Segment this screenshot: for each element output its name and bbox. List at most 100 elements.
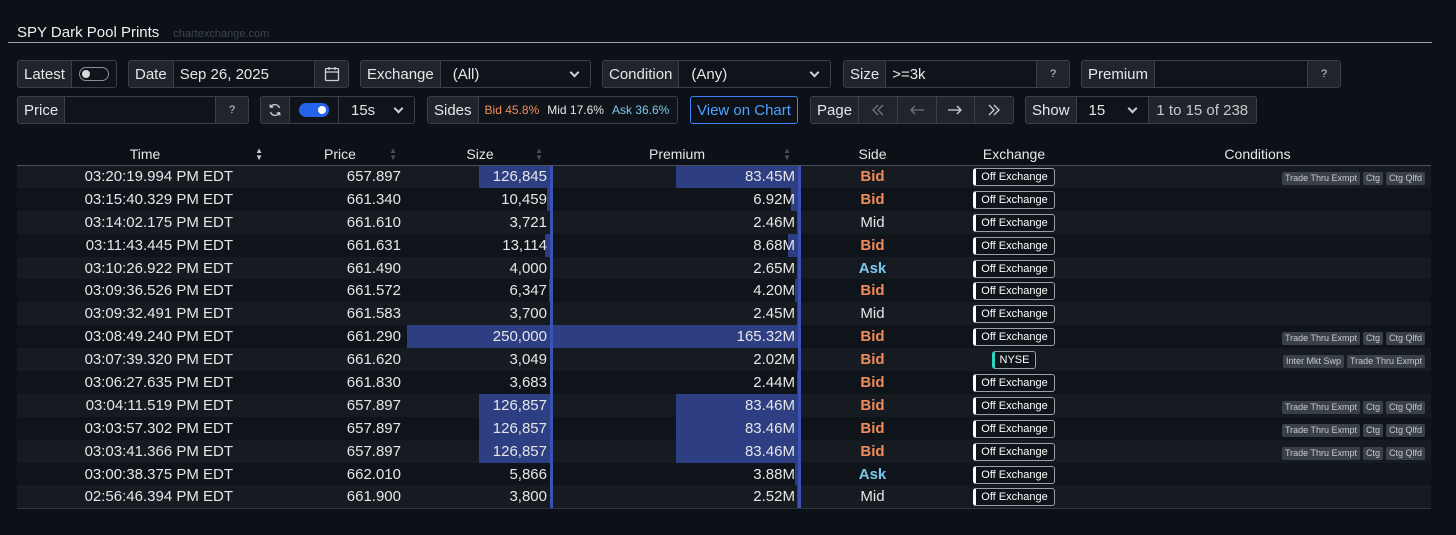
table-row[interactable]: 03:10:26.922 PM EDT 661.490 4,000 2.65M Ask O… (17, 256, 1431, 280)
col-header-time[interactable]: Time ▲ ▼ (17, 144, 273, 166)
cell-price: 661.572 (273, 279, 407, 303)
cell-size: 126,857 (407, 416, 553, 440)
cell-conditions (1084, 256, 1431, 280)
condition-select[interactable]: (Any) (679, 61, 830, 87)
size-bar (478, 393, 553, 417)
next-page-button[interactable] (936, 97, 976, 123)
table-row[interactable]: 03:20:19.994 PM EDT 657.897 126,845 83.45M B… (17, 165, 1431, 188)
cell-side: Bid (801, 233, 944, 257)
premium-bar (675, 416, 801, 440)
cell-price: 661.340 (273, 187, 407, 211)
table-row[interactable]: 03:09:36.526 PM EDT 661.572 6,347 4.20M Bid O… (17, 279, 1431, 303)
price-input[interactable] (65, 97, 216, 123)
exchange-badge: Off Exchange (973, 305, 1055, 324)
exchange-badge: Off Exchange (973, 442, 1055, 461)
size-label: Size (844, 61, 887, 87)
table-row[interactable]: 03:14:02.175 PM EDT 661.610 3,721 2.46M Mid O… (17, 210, 1431, 234)
condition-badge: Trade Thru Exmpt (1346, 355, 1425, 369)
result-range: 1 to 15 of 238 (1148, 97, 1256, 123)
calendar-button[interactable] (315, 61, 348, 87)
table-row[interactable]: 03:00:38.375 PM EDT 662.010 5,866 3.88M Ask O… (17, 462, 1431, 486)
price-help-button[interactable]: ? (216, 97, 248, 123)
table-row[interactable]: 03:03:41.366 PM EDT 657.897 126,857 83.46M B… (17, 439, 1431, 463)
exchange-badge: Off Exchange (973, 328, 1055, 347)
cell-premium: 165.32M (553, 325, 801, 349)
refresh-button[interactable] (261, 97, 290, 123)
table-row[interactable]: 03:11:43.445 PM EDT 661.631 13,114 8.68M Bid… (17, 233, 1431, 257)
double-chevron-left-icon (871, 104, 884, 116)
first-page-button[interactable] (859, 97, 898, 123)
exchange-badge: Off Exchange (973, 465, 1055, 484)
cell-price: 662.010 (273, 462, 407, 486)
page-size-select[interactable]: 15 (1076, 97, 1149, 123)
size-bar (550, 485, 553, 508)
col-header-price[interactable]: Price ▲ ▼ (273, 144, 407, 166)
premium-bar (794, 279, 801, 303)
cell-exchange: Off Exchange (944, 393, 1084, 417)
premium-help-button[interactable]: ? (1308, 61, 1340, 87)
cell-time: 03:20:19.994 PM EDT (17, 165, 273, 188)
size-bar (550, 302, 553, 326)
exchange-badge: Off Exchange (973, 282, 1055, 301)
exchange-badge: Off Exchange (973, 396, 1055, 415)
exchange-select[interactable]: (All) (440, 61, 590, 87)
col-header-conditions[interactable]: Conditions (1084, 144, 1431, 166)
condition-label: Condition (603, 61, 680, 87)
exchange-badge: NYSE (991, 351, 1037, 370)
premium-bar (797, 485, 801, 508)
cell-conditions: Trade Thru Exmpt Ctg Ctg Qlfd (1084, 416, 1431, 440)
cell-conditions: Trade Thru Exmpt Ctg Ctg Qlfd (1084, 165, 1431, 188)
prev-page-button[interactable] (897, 97, 937, 123)
condition-badge: Ctg Qlfd (1385, 172, 1425, 186)
premium-input[interactable] (1155, 61, 1308, 87)
cell-time: 03:06:27.635 PM EDT (17, 371, 273, 394)
size-help-button[interactable]: ? (1037, 61, 1069, 87)
col-header-side[interactable]: Side (801, 144, 944, 166)
cell-exchange: Off Exchange (944, 325, 1084, 349)
price-filter-group: Price ? (17, 96, 249, 124)
table-row[interactable]: 02:56:46.394 PM EDT 661.900 3,800 2.52M Mid O… (17, 485, 1431, 509)
refresh-interval-select[interactable]: 15s (339, 97, 414, 123)
auto-refresh-toggle-wrap[interactable] (290, 97, 339, 123)
cell-size: 5,866 (407, 462, 553, 486)
auto-refresh-toggle[interactable] (299, 103, 329, 117)
table-row[interactable]: 03:06:27.635 PM EDT 661.830 3,683 2.44M Bid O… (17, 371, 1431, 394)
col-header-premium[interactable]: Premium ▲ ▼ (553, 144, 801, 166)
latest-toggle[interactable] (78, 67, 109, 81)
col-header-exchange[interactable]: Exchange (944, 144, 1084, 166)
cell-conditions: Trade Thru Exmpt Ctg Ctg Qlfd (1084, 393, 1431, 417)
col-header-size[interactable]: Size ▲ ▼ (407, 144, 553, 166)
table-row[interactable]: 03:15:40.329 PM EDT 661.340 10,459 6.92M Bid… (17, 187, 1431, 211)
table-row[interactable]: 03:09:32.491 PM EDT 661.583 3,700 2.45M Mid O… (17, 302, 1431, 326)
cell-size: 3,800 (407, 485, 553, 509)
premium-bar (675, 439, 801, 463)
condition-badge: Ctg Qlfd (1385, 400, 1425, 414)
view-on-chart-button[interactable]: View on Chart (690, 96, 798, 124)
cell-price: 661.631 (273, 233, 407, 257)
sort-icon: ▲ ▼ (389, 146, 397, 162)
cell-side: Bid (801, 439, 944, 463)
cell-size: 3,049 (407, 348, 553, 372)
cell-conditions (1084, 187, 1431, 211)
last-page-button[interactable] (975, 97, 1013, 123)
date-input[interactable]: Sep 26, 2025 (173, 61, 315, 87)
size-input[interactable]: >=3k (886, 61, 1037, 87)
source-watermark: chartexchange.com (173, 28, 270, 40)
sides-breakdown: Bid 45.8% Mid 17.6% Ask 36.6% (478, 97, 677, 123)
cell-exchange: Off Exchange (944, 439, 1084, 463)
condition-select-value: (Any) (691, 65, 728, 83)
table-row[interactable]: 03:03:57.302 PM EDT 657.897 126,857 83.46M B… (17, 416, 1431, 440)
table-row[interactable]: 03:07:39.320 PM EDT 661.620 3,049 2.02M Bid N… (17, 348, 1431, 372)
latest-toggle-wrap[interactable] (71, 61, 116, 87)
table-row[interactable]: 03:04:11.519 PM EDT 657.897 126,857 83.46M B… (17, 393, 1431, 417)
arrow-left-icon (909, 105, 924, 115)
exchange-badge: Off Exchange (973, 373, 1055, 392)
table-header-row: Time ▲ ▼ Price ▲ ▼ Size ▲ ▼ Premium ▲ ▼ Side Exc… (17, 144, 1431, 166)
cell-exchange: Off Exchange (944, 256, 1084, 280)
premium-bar (797, 256, 801, 280)
table-row[interactable]: 03:08:49.240 PM EDT 661.290 250,000 165.32M… (17, 325, 1431, 349)
condition-badge: Ctg Qlfd (1385, 332, 1425, 346)
size-bar (549, 279, 553, 303)
premium-bar (798, 348, 801, 372)
cell-price: 661.900 (273, 485, 407, 509)
